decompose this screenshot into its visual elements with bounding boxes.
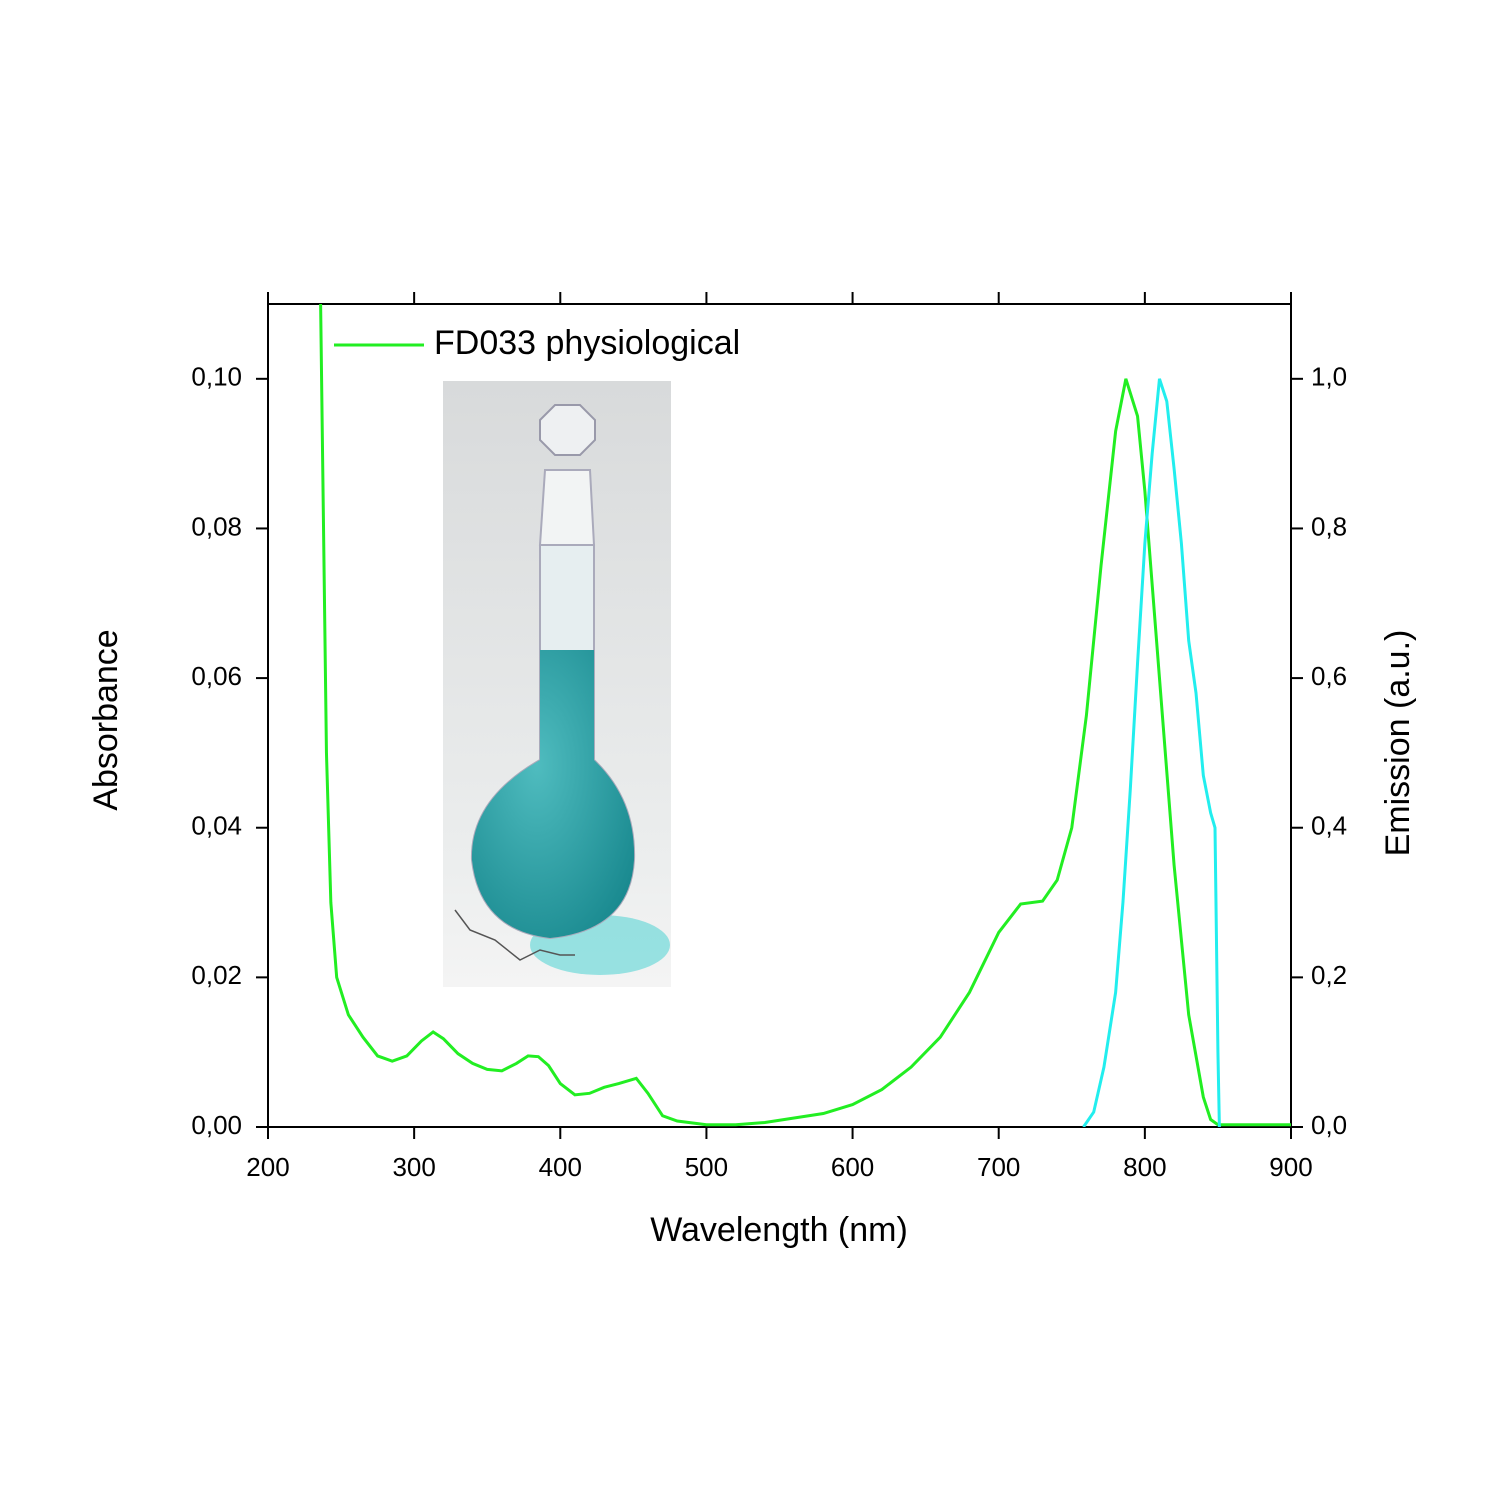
flask-stopper [539, 404, 596, 456]
y2-tick-label: 0,8 [1311, 511, 1347, 541]
x-tick-label: 700 [977, 1152, 1020, 1182]
y2-tick-label: 1,0 [1311, 362, 1347, 392]
y2-tick-label: 0,2 [1311, 960, 1347, 990]
y-tick-label: 0,04 [191, 811, 242, 841]
x-tick-label: 600 [831, 1152, 874, 1182]
y-tick-label: 0,06 [191, 661, 242, 691]
y-tick-label: 0,00 [191, 1110, 242, 1140]
plot-frame [267, 303, 1292, 1128]
series-line [1082, 378, 1221, 1127]
x-tick-label: 800 [1123, 1152, 1166, 1182]
y-tick-label: 0,08 [191, 511, 242, 541]
series-line [319, 304, 1291, 1127]
x-tick-label: 500 [685, 1152, 728, 1182]
y-tick-label: 0,10 [191, 362, 242, 392]
flask-liquid [471, 650, 635, 938]
x-tick-label: 400 [539, 1152, 582, 1182]
x-axis-label: Wavelength (nm) [650, 1211, 908, 1249]
y-tick-label: 0,02 [191, 960, 242, 990]
legend-label: FD033 physiological [434, 324, 740, 362]
y2-tick-label: 0,4 [1311, 811, 1347, 841]
x-tick-label: 900 [1269, 1152, 1312, 1182]
x-tick-label: 300 [392, 1152, 435, 1182]
inset-photo [443, 381, 671, 987]
y2-tick-label: 0,0 [1311, 1110, 1347, 1140]
y-axis-label: Absorbance [87, 629, 125, 810]
flask-neck [538, 469, 596, 546]
structure-sketch [454, 909, 575, 961]
x-tick-label: 200 [246, 1152, 289, 1182]
y2-tick-label: 0,6 [1311, 661, 1347, 691]
y2-axis-label: Emission (a.u.) [1379, 630, 1417, 857]
